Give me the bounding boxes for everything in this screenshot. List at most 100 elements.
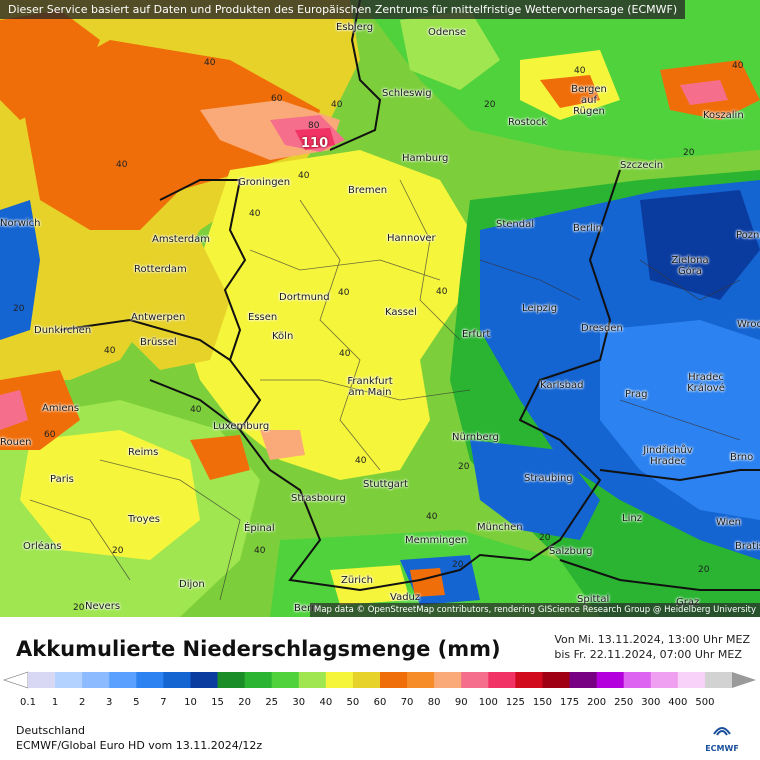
city-label: Zürich xyxy=(341,575,373,586)
city-label: Odense xyxy=(428,27,467,38)
city-label: Essen xyxy=(248,312,278,323)
precipitation-map[interactable]: Dieser Service basiert auf Daten und Pro… xyxy=(0,0,760,617)
city-label: Nevers xyxy=(85,601,121,612)
city-label: Hannover xyxy=(387,233,436,244)
city-label: Luxemburg xyxy=(213,421,270,432)
scale-swatch xyxy=(298,672,327,688)
scale-tick-label: 2 xyxy=(78,697,86,708)
contour-value: 40 xyxy=(249,209,261,219)
city-label: Strasbourg xyxy=(291,493,346,504)
ecmwf-logo-text: ECMWF xyxy=(705,744,739,753)
forecast-period: Von Mi. 13.11.2024, 13:00 Uhr MEZ bis Fr… xyxy=(554,632,750,662)
contour-value: 40 xyxy=(204,58,216,68)
scale-swatch xyxy=(28,672,56,688)
scale-tick-label: 50 xyxy=(346,697,360,708)
city-label: Reims xyxy=(128,447,159,458)
scale-swatch xyxy=(650,672,679,688)
contour-value: 20 xyxy=(698,565,710,575)
city-label: Dijon xyxy=(179,579,205,590)
scale-tick-label: 90 xyxy=(454,697,468,708)
scale-swatch xyxy=(623,672,652,688)
contour-value: 60 xyxy=(271,94,283,104)
city-label: Graz xyxy=(676,597,699,608)
city-label: Amiens xyxy=(42,403,80,414)
city-label: Schleswig xyxy=(382,88,432,99)
legend-panel: Akkumulierte Niederschlagsmenge (mm) Von… xyxy=(0,617,760,760)
contour-value: 40 xyxy=(190,405,202,415)
scale-swatch xyxy=(542,672,571,688)
scale-ticks: 0.1 1 2 3 5 7 10 15 20 25 30 40 50 60 70 80 90 100 125 150 1… xyxy=(0,697,760,711)
city-label: Koszalin xyxy=(703,110,744,121)
contour-value: 40 xyxy=(732,61,744,71)
scale-swatch xyxy=(569,672,598,688)
scale-swatch xyxy=(407,672,435,688)
contour-value: 20 xyxy=(13,304,25,314)
city-label: Kassel xyxy=(385,307,417,318)
city-label: Prag xyxy=(625,389,648,400)
city-label: Salzburg xyxy=(549,546,593,557)
city-label: Norwich xyxy=(0,218,41,229)
city-label: Rostock xyxy=(508,117,548,128)
scale-tick-label: 250 xyxy=(614,697,634,708)
contour-value: 80 xyxy=(308,121,320,131)
city-label: Dresden xyxy=(581,323,623,334)
scale-tick-label: 40 xyxy=(319,697,333,708)
contour-value: 40 xyxy=(298,171,310,181)
ecmwf-logo: ECMWF xyxy=(698,720,746,756)
region-label: Deutschland xyxy=(16,724,86,737)
contour-value: 40 xyxy=(254,546,266,556)
scale-swatch xyxy=(704,672,733,688)
scale-tick-label: 25 xyxy=(265,697,279,708)
city-label: Bergen auf Rügen xyxy=(571,84,607,117)
scale-tick-label: 0.1 xyxy=(20,697,36,708)
city-label: Esbjerg xyxy=(336,22,374,33)
scale-swatch xyxy=(190,672,219,688)
city-label: Paris xyxy=(50,474,74,485)
contour-value: 20 xyxy=(73,603,85,613)
city-label: Frankfurt am Main xyxy=(347,376,393,398)
city-label: Zielona Góra xyxy=(671,255,709,277)
contour-value: 40 xyxy=(339,349,351,359)
contour-value: 40 xyxy=(574,66,586,76)
city-label: Amsterdam xyxy=(152,234,211,245)
scale-tick-label: 200 xyxy=(587,697,607,708)
city-label: Jindřichův Hradec xyxy=(643,445,693,467)
scale-tick-label: 400 xyxy=(668,697,688,708)
contour-value: 20 xyxy=(458,462,470,472)
scale-swatch xyxy=(325,672,354,688)
city-label: Wrocław xyxy=(737,319,760,330)
city-label: Stendal xyxy=(496,219,535,230)
scale-tick-label: 15 xyxy=(211,697,224,708)
contour-value: 20 xyxy=(112,546,124,556)
color-scale xyxy=(3,671,756,689)
scale-swatch xyxy=(217,672,246,688)
scale-tick-label: 125 xyxy=(505,697,525,708)
city-label: Straubing xyxy=(524,473,573,484)
contour-value: 60 xyxy=(44,430,56,440)
city-label: Bratislava xyxy=(735,541,760,552)
scale-tick-label: 175 xyxy=(559,697,580,708)
scale-tick-label: 5 xyxy=(133,697,140,708)
city-label: Groningen xyxy=(238,177,291,188)
period-to: bis Fr. 22.11.2024, 07:00 Uhr MEZ xyxy=(554,648,742,661)
city-label: Rotterdam xyxy=(134,264,187,275)
ecmwf-logo-icon xyxy=(713,727,731,736)
scale-swatch xyxy=(352,672,381,688)
city-label: Leipzig xyxy=(522,303,558,314)
scale-tick-label: 500 xyxy=(695,697,715,708)
city-label: Köln xyxy=(272,331,294,342)
scale-swatch xyxy=(82,672,110,688)
city-label: Bern xyxy=(294,603,318,614)
city-label: Karlsbad xyxy=(540,380,584,391)
scale-swatch xyxy=(271,672,300,688)
scale-tick-label: 7 xyxy=(160,697,167,708)
contour-value: 40 xyxy=(355,456,367,466)
scale-swatch xyxy=(380,672,408,688)
city-label: Poznań xyxy=(736,230,760,241)
city-label: Linz xyxy=(622,513,642,524)
scale-swatch xyxy=(515,672,543,688)
scale-tick-label: 60 xyxy=(373,697,387,708)
city-label: Brüssel xyxy=(140,337,177,348)
city-label: Épinal xyxy=(244,523,275,534)
contour-value: 40 xyxy=(104,346,116,356)
